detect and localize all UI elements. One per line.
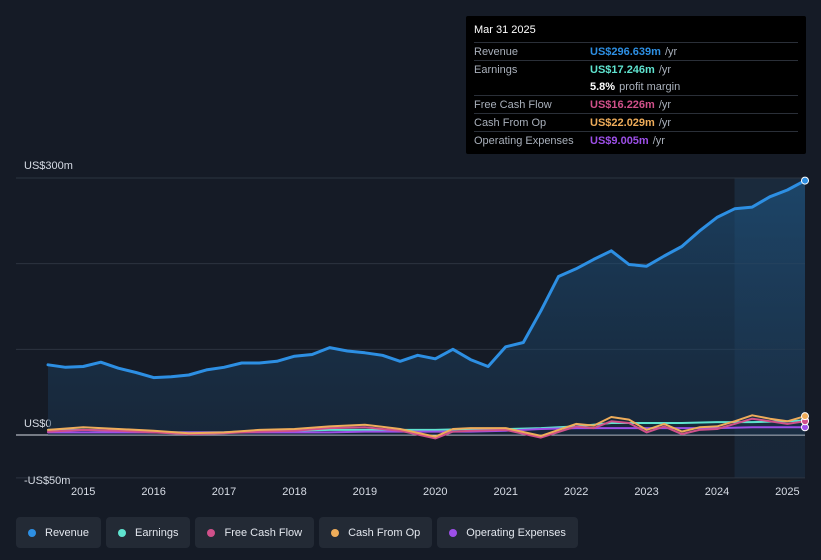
tooltip-value: US$9.005m: [590, 134, 649, 147]
x-tick-label: 2015: [71, 486, 95, 498]
legend-dot-icon: [207, 528, 216, 537]
x-tick-label: 2022: [564, 486, 588, 498]
legend-item-free-cash-flow[interactable]: Free Cash Flow: [195, 517, 315, 548]
legend-item-operating-expenses[interactable]: Operating Expenses: [437, 517, 578, 548]
tooltip-value: US$16.226m: [590, 98, 655, 111]
tooltip-row-free-cash-flow: Free Cash Flow US$16.226m/yr: [474, 95, 798, 113]
x-tick-label: 2016: [141, 486, 165, 498]
tooltip-label: Operating Expenses: [474, 134, 574, 147]
tooltip-value: US$17.246m: [590, 63, 655, 76]
tooltip-row-cash-from-op: Cash From Op US$22.029m/yr: [474, 113, 798, 131]
tooltip-unit: profit margin: [619, 80, 681, 93]
tooltip-row-revenue: Revenue US$296.639m/yr: [474, 42, 798, 60]
tooltip-row-operating-expenses: Operating Expenses US$9.005m/yr: [474, 131, 798, 149]
x-tick-label: 2021: [493, 486, 517, 498]
tooltip-date: Mar 31 2025: [474, 24, 536, 36]
y-axis-label: US$300m: [24, 160, 73, 172]
revenue-line: [46, 179, 807, 380]
tooltip: Mar 31 2025 Revenue US$296.639m/yr Earning…: [466, 16, 806, 154]
tooltip-value: US$296.639m: [590, 45, 661, 58]
x-tick-label: 2025: [775, 486, 799, 498]
legend-dot-icon: [331, 528, 340, 537]
legend-item-cash-from-op[interactable]: Cash From Op: [319, 517, 433, 548]
tooltip-label: Earnings: [474, 63, 518, 76]
tooltip-unit: /yr: [658, 116, 672, 129]
x-tick-label: 2023: [634, 486, 658, 498]
x-tick-label: 2019: [353, 486, 377, 498]
legend-dot-icon: [28, 528, 36, 537]
y-axis-label: US$0: [24, 418, 52, 430]
legend-label: Operating Expenses: [466, 526, 566, 539]
y-axis-label: -US$50m: [24, 475, 70, 487]
tooltip-value: 5.8%: [590, 80, 616, 93]
tooltip-unit: /yr: [652, 134, 665, 147]
revenue-area: [48, 180, 805, 435]
tooltip-unit: /yr: [658, 63, 672, 76]
tooltip-label: Free Cash Flow: [474, 98, 552, 111]
legend-dot-icon: [118, 528, 127, 537]
legend-dot-icon: [449, 528, 458, 537]
revenue-point: [801, 176, 809, 185]
tooltip-label: Revenue: [474, 45, 519, 58]
legend-item-revenue[interactable]: Revenue: [16, 517, 102, 548]
x-tick-label: 2018: [282, 486, 306, 498]
legend: Revenue Earnings Free Cash Flow Cash From O…: [16, 517, 578, 548]
x-tick-label: 2020: [423, 486, 447, 498]
tooltip-row-profit-margin: 5.8% profit margin: [474, 78, 798, 95]
legend-label: Revenue: [45, 526, 90, 539]
legend-label: Earnings: [135, 526, 179, 539]
chart[interactable]: US$300m US$0 -US$50m 2015 2016 2017 2018 2019 20…: [0, 0, 821, 505]
tooltip-label: Cash From Op: [474, 116, 547, 129]
x-tick-label: 2024: [705, 486, 729, 498]
tooltip-value: US$22.029m: [590, 116, 655, 129]
tooltip-unit: /yr: [658, 98, 672, 111]
legend-label: Free Cash Flow: [224, 526, 303, 539]
x-tick-label: 2017: [212, 486, 236, 498]
tooltip-row-earnings: Earnings US$17.246m/yr: [474, 60, 798, 78]
legend-item-earnings[interactable]: Earnings: [106, 517, 191, 548]
legend-label: Cash From Op: [348, 526, 421, 539]
cash-from-op-line: [47, 414, 806, 438]
tooltip-unit: /yr: [664, 45, 678, 58]
cash-from-op-point: [801, 412, 809, 421]
